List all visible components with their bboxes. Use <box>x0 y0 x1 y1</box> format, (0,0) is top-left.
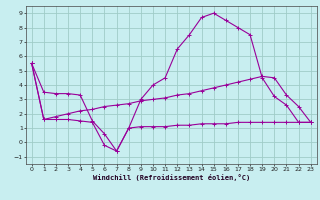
X-axis label: Windchill (Refroidissement éolien,°C): Windchill (Refroidissement éolien,°C) <box>92 174 250 181</box>
